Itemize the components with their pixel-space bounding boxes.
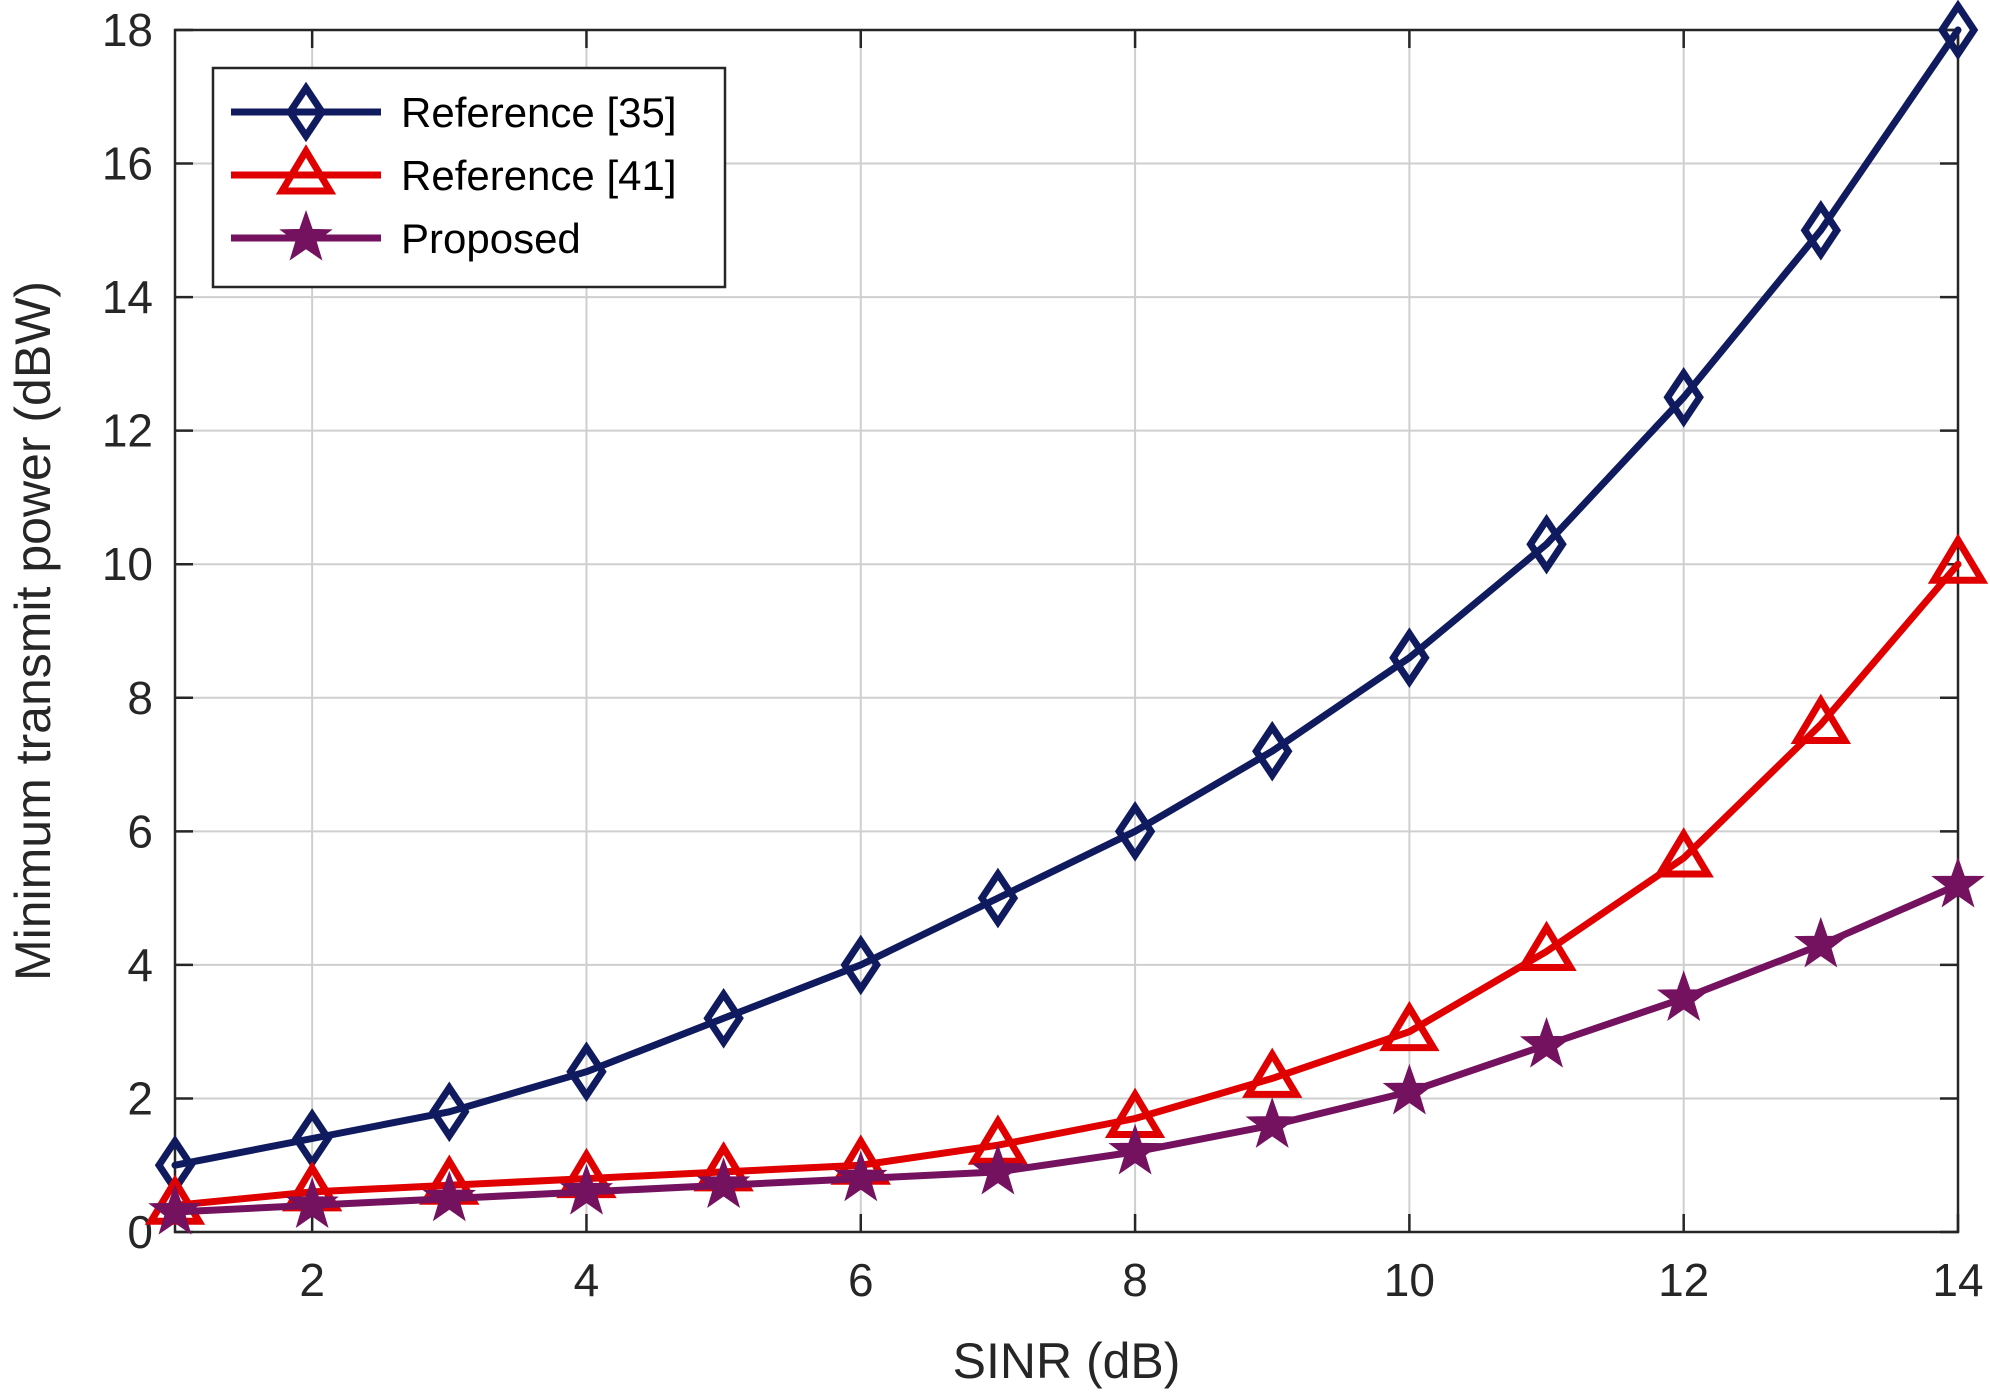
x-axis-title: SINR (dB) — [953, 1333, 1181, 1389]
diamond-marker — [840, 934, 881, 996]
x-tick-label: 4 — [574, 1254, 600, 1306]
diamond-marker — [429, 1081, 470, 1143]
x-tick-label: 10 — [1384, 1254, 1435, 1306]
diamond-marker — [977, 867, 1019, 929]
y-tick-label: 0 — [127, 1206, 153, 1258]
star-marker — [1108, 1123, 1162, 1175]
series-3 — [148, 856, 1985, 1235]
star-marker — [559, 1163, 614, 1215]
plot-area — [173, 28, 1960, 1234]
triangle-marker — [1927, 533, 1989, 584]
series-line — [171, 881, 1962, 1216]
star-marker — [1382, 1063, 1437, 1115]
star-marker — [696, 1157, 751, 1208]
triangle-marker — [1379, 1000, 1440, 1052]
triangle-marker — [1790, 693, 1852, 744]
triangle-marker — [1242, 1047, 1303, 1098]
diamond-marker — [1526, 513, 1567, 575]
star-marker — [1931, 856, 1985, 908]
star-marker — [422, 1170, 476, 1222]
series-2 — [144, 533, 1989, 1225]
y-tick-label: 6 — [127, 805, 153, 857]
star-marker — [279, 209, 333, 261]
diamond-marker — [285, 81, 327, 143]
x-tick-label: 8 — [1122, 1254, 1148, 1306]
y-tick-label: 18 — [102, 4, 153, 56]
star-marker — [285, 1177, 339, 1228]
diamond-marker — [703, 988, 744, 1049]
diamond-marker — [566, 1041, 607, 1103]
star-marker — [1519, 1016, 1574, 1068]
y-tick-label: 4 — [127, 939, 153, 991]
y-tick-label: 10 — [102, 538, 153, 590]
triangle-marker — [1516, 920, 1577, 972]
series-line — [171, 26, 1962, 1169]
legend-item: Reference [35] — [231, 81, 677, 143]
y-tick-label: 2 — [127, 1072, 153, 1124]
y-axis-title: Minimum transmit power (dBW) — [5, 281, 61, 981]
star-marker — [834, 1150, 888, 1202]
diamond-marker — [1663, 366, 1704, 428]
star-marker — [1657, 970, 1711, 1021]
legend-label: Reference [41] — [401, 152, 677, 199]
x-tick-label: 14 — [1932, 1254, 1983, 1306]
diamond-marker — [1114, 801, 1156, 862]
axis-ticks: 2 4 6 8 10 12 14 0 2 4 6 8 10 12 14 16 18 — [102, 4, 1984, 1306]
diamond-marker — [1389, 627, 1430, 689]
series-group — [144, 0, 1989, 1235]
legend-label: Proposed — [401, 215, 581, 262]
legend: Reference [35] Reference [41] Proposed — [211, 66, 727, 289]
x-tick-label: 12 — [1658, 1254, 1709, 1306]
legend-label: Reference [35] — [401, 89, 677, 136]
legend-item: Reference [41] — [231, 144, 677, 199]
triangle-marker — [275, 144, 337, 195]
x-tick-label: 6 — [848, 1254, 874, 1306]
triangle-marker — [1653, 827, 1714, 878]
diamond-marker — [1937, 0, 1979, 61]
y-tick-label: 8 — [127, 672, 153, 724]
star-marker — [1245, 1097, 1299, 1148]
x-tick-label: 2 — [299, 1254, 325, 1306]
series-1 — [154, 0, 1979, 1196]
star-marker — [971, 1143, 1025, 1195]
star-marker — [1794, 916, 1848, 968]
diamond-marker — [1800, 200, 1842, 261]
y-tick-label: 12 — [102, 405, 153, 457]
y-tick-label: 16 — [102, 138, 153, 190]
star-marker — [148, 1183, 202, 1235]
legend-item: Proposed — [231, 209, 581, 262]
y-tick-label: 14 — [102, 271, 153, 323]
diamond-marker — [1252, 720, 1293, 782]
series-line — [171, 560, 1962, 1209]
